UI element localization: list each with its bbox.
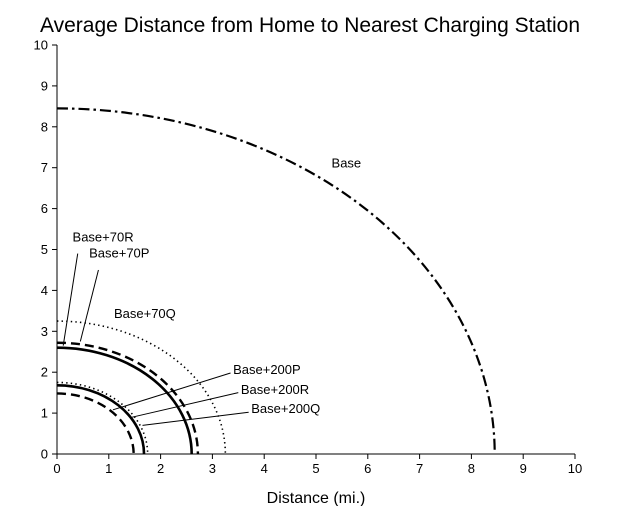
y-tick-label: 7 bbox=[41, 160, 48, 175]
leader-line-base-70r bbox=[62, 253, 79, 346]
x-tick-label: 0 bbox=[53, 461, 60, 476]
x-tick-label: 2 bbox=[157, 461, 164, 476]
annotation-base-200q: Base+200Q bbox=[251, 401, 320, 416]
x-tick-label: 9 bbox=[520, 461, 527, 476]
x-tick-label: 8 bbox=[468, 461, 475, 476]
annotation-base: Base bbox=[332, 156, 362, 171]
series-arc-base-200p bbox=[56, 392, 135, 455]
y-tick-label: 9 bbox=[41, 78, 48, 93]
x-tick-label: 5 bbox=[312, 461, 319, 476]
series-arc-base bbox=[56, 107, 496, 455]
annotation-base-70p: Base+70P bbox=[89, 246, 149, 261]
y-tick-label: 1 bbox=[41, 406, 48, 421]
y-tick-label: 5 bbox=[41, 242, 48, 257]
y-tick-label: 8 bbox=[41, 119, 48, 134]
y-tick-label: 6 bbox=[41, 201, 48, 216]
x-tick-label: 7 bbox=[416, 461, 423, 476]
arcs-layer bbox=[56, 107, 496, 455]
leader-line-base-200p bbox=[112, 372, 231, 411]
leader-line-base-200q bbox=[142, 411, 249, 426]
y-tick-label: 0 bbox=[41, 447, 48, 462]
annotation-base-200p: Base+200P bbox=[233, 362, 301, 377]
series-arc-base-70r bbox=[56, 346, 193, 455]
x-axis-title: Distance (mi.) bbox=[267, 490, 366, 506]
x-tick-label: 6 bbox=[364, 461, 371, 476]
leader-line-base-200r bbox=[131, 392, 239, 418]
leader-line-base-70p bbox=[79, 269, 99, 342]
annotation-base-70r: Base+70R bbox=[73, 229, 134, 244]
series-arc-base-200r bbox=[56, 383, 146, 455]
series-arc-base-200q bbox=[56, 381, 149, 455]
ticks-layer: 0 1 2 3 4 5 6 7 8 9 10 0 1 2 3 4 5 6 7 8 9 10 bbox=[34, 38, 583, 477]
series-arc-base-70p bbox=[56, 341, 200, 455]
x-tick-label: 1 bbox=[105, 461, 112, 476]
x-tick-label: 4 bbox=[261, 461, 268, 476]
y-tick-label: 4 bbox=[41, 283, 48, 298]
annotation-base-200r: Base+200R bbox=[241, 382, 309, 397]
annotation-base-70q: Base+70Q bbox=[114, 306, 176, 321]
series-arc-base-70q bbox=[56, 320, 227, 455]
y-tick-label: 10 bbox=[34, 38, 48, 53]
annotations-layer: Base Base+70Q Base+70R Base+70P Base+200P Bas… bbox=[73, 156, 362, 416]
x-tick-label: 3 bbox=[209, 461, 216, 476]
y-tick-label: 3 bbox=[41, 324, 48, 339]
x-tick-label: 10 bbox=[568, 461, 582, 476]
leader-lines-layer bbox=[62, 253, 249, 426]
y-tick-label: 2 bbox=[41, 365, 48, 380]
chart-title: Average Distance from Home to Nearest Ch… bbox=[39, 14, 581, 37]
